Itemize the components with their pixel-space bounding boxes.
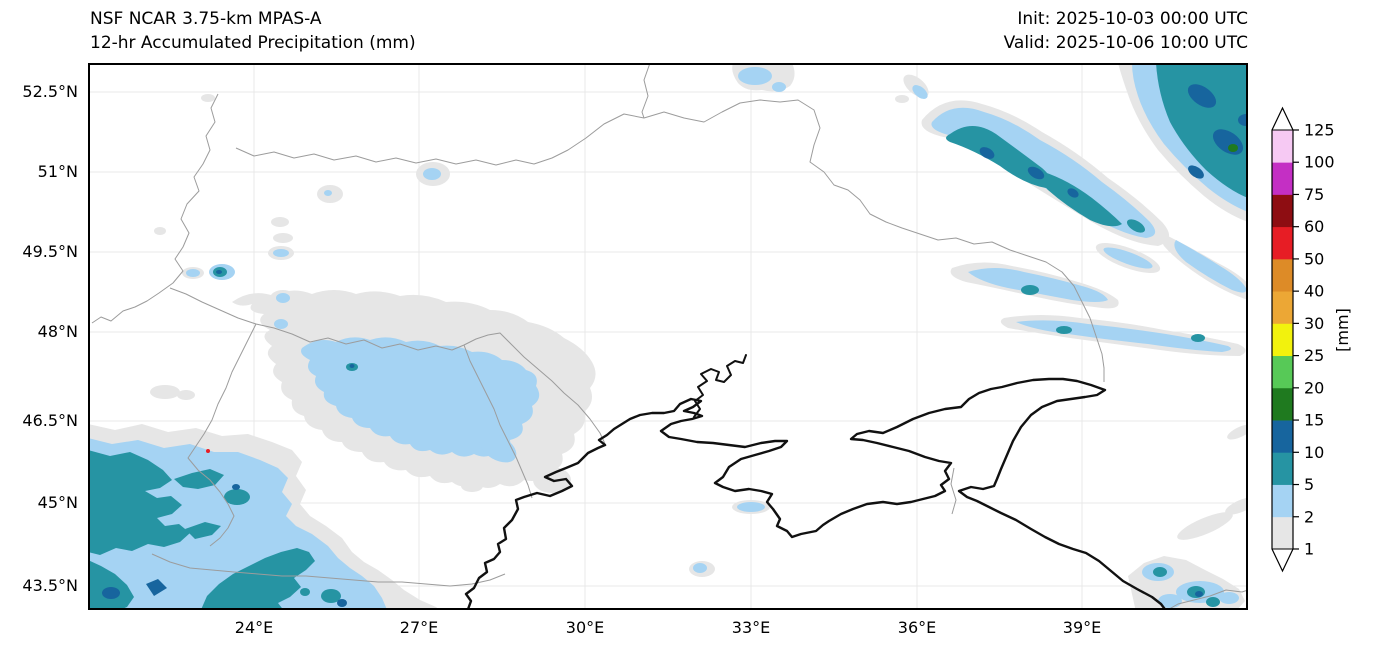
colorbar-tick-label: 20: [1304, 378, 1324, 397]
x-tick-label: 39°E: [1062, 618, 1102, 637]
latlon-gridlines: [88, 63, 1248, 610]
product-title: 12-hr Accumulated Precipitation (mm): [90, 33, 416, 53]
border-kerch-line: [950, 467, 957, 515]
x-tick-label: 27°E: [399, 618, 439, 637]
colorbar-over-arrow: [1272, 108, 1293, 130]
colorbar-tick-label: 2: [1304, 507, 1314, 526]
colorbar-band: [1272, 162, 1293, 195]
valid-time-label: Valid: 2025-10-06 10:00 UTC: [1003, 33, 1248, 53]
colorbar-band: [1272, 452, 1293, 485]
border-caucasus: [1166, 589, 1248, 610]
y-tick-label: 52.5°N: [22, 82, 78, 101]
y-tick-label: 46.5°N: [22, 411, 78, 430]
y-tick-label: 51°N: [37, 162, 78, 181]
colorbar-band: [1272, 420, 1293, 453]
colorbar-band: [1272, 226, 1293, 260]
colorbar-band: [1272, 258, 1293, 292]
colorbar-arrow-base-lines: [1272, 129, 1293, 550]
precip-band-5-10mm: [88, 63, 1248, 610]
border-romania-bulgaria: [151, 553, 506, 587]
precip-speck-15-20mm: [1228, 144, 1238, 152]
colorbar-tick-label: 30: [1304, 314, 1324, 333]
border-poland-carpathian: [91, 93, 219, 324]
border-moldova-prut: [463, 344, 533, 499]
colorbar-tick-label: 100: [1304, 153, 1335, 172]
model-title: NSF NCAR 3.75-km MPAS-A: [90, 9, 322, 29]
border-moldova-dniester: [463, 332, 607, 447]
colorbar-tick-label: 75: [1304, 185, 1324, 204]
colorbar-under-arrow: [1272, 548, 1293, 571]
border-belarus-russia: [641, 63, 651, 119]
colorbar-tick-label: 125: [1304, 121, 1335, 140]
colorbar-tick-label: 50: [1304, 249, 1324, 268]
colorbar-tick-label: 5: [1304, 475, 1314, 494]
country-borders: [91, 63, 1248, 610]
colorbar-band: [1272, 355, 1293, 389]
map-plot: [88, 63, 1248, 610]
figure-title-block: NSF NCAR 3.75-km MPAS-A 12-hr Accumulate…: [90, 7, 416, 55]
colorbar-band: [1272, 484, 1293, 518]
precip-extreme-specks: [206, 144, 1238, 453]
colorbar-unit-label: [mm]: [1333, 308, 1352, 352]
init-time-label: Init: 2025-10-03 00:00 UTC: [1017, 9, 1248, 29]
y-tick-label: 48°N: [37, 322, 78, 341]
x-tick-label: 30°E: [565, 618, 605, 637]
coastline: [464, 354, 1167, 610]
colorbar-band: [1272, 323, 1293, 357]
figure-time-block: Init: 2025-10-03 00:00 UTC Valid: 2025-1…: [1004, 7, 1248, 55]
precip-speck-25-30mm: [206, 449, 210, 453]
x-tick-label: 36°E: [897, 618, 937, 637]
colorbar-tick-label: 40: [1304, 282, 1324, 301]
x-tick-label: 24°E: [234, 618, 274, 637]
colorbar-band: [1272, 516, 1293, 550]
colorbar-band: [1272, 291, 1293, 324]
border-romania-west: [187, 323, 257, 547]
x-tick-label: 33°E: [731, 618, 771, 637]
river-dnieper: [693, 354, 747, 418]
border-carpathian-chain: [169, 287, 465, 351]
colorbar-tick-label: 10: [1304, 443, 1324, 462]
colorbar-tick-label: 25: [1304, 346, 1324, 365]
colorbar-band: [1272, 387, 1293, 421]
colorbar-tick-label: 1: [1304, 539, 1314, 558]
colorbar-tick-label: 15: [1304, 411, 1324, 430]
y-tick-label: 43.5°N: [22, 576, 78, 595]
colorbar-band: [1272, 194, 1293, 228]
black-sea-azov-coast: [464, 377, 1167, 610]
colorbar-tick-label: 60: [1304, 217, 1324, 236]
colorbar-band: [1272, 130, 1293, 163]
precip-band-10-15mm: [102, 84, 1248, 607]
y-tick-label: 49.5°N: [22, 242, 78, 261]
y-tick-label: 45°N: [37, 493, 78, 512]
map-frame-border: [88, 63, 1248, 610]
border-ukraine-north-east: [235, 99, 1105, 382]
